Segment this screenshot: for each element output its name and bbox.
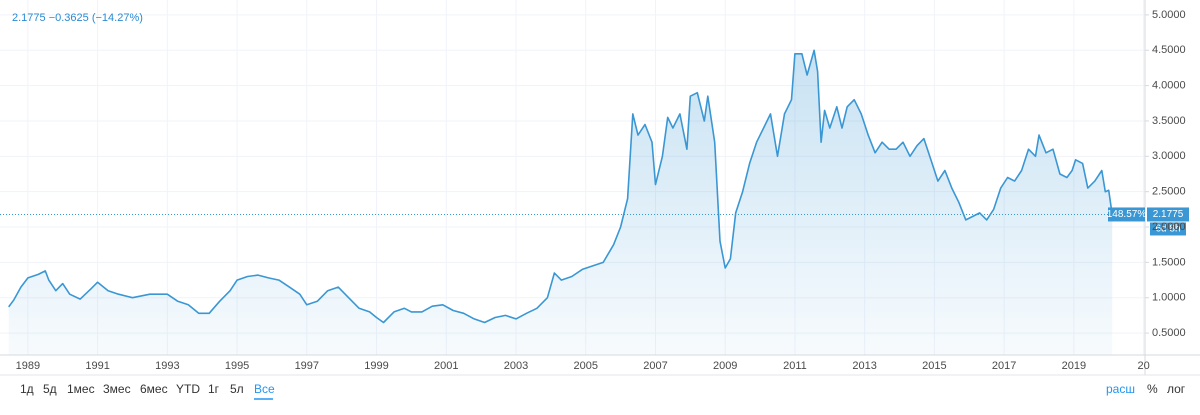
x-tick-label: 2009: [713, 360, 737, 372]
x-tick-label: 1989: [16, 360, 40, 372]
percent-tag: [1108, 207, 1145, 222]
y-tick-label: 2.5000: [1152, 186, 1186, 198]
range-button[interactable]: 1д: [20, 382, 34, 396]
x-tick-label: 2013: [852, 360, 876, 372]
range-button[interactable]: Все: [254, 382, 275, 396]
plot: [0, 49, 1145, 356]
price-line: [8, 49, 1113, 324]
range-button[interactable]: 1мес: [67, 382, 95, 396]
scale-button[interactable]: расш: [1106, 382, 1135, 396]
range-button[interactable]: YTD: [176, 382, 200, 396]
x-tick-label: 1999: [364, 360, 388, 372]
x-tick-label: 1995: [225, 360, 249, 372]
range-button[interactable]: 5д: [43, 382, 57, 396]
legend-text: 2.1775 −0.3625 (−14.27%): [12, 12, 143, 24]
x-tick-label: 2003: [504, 360, 528, 372]
x-tick-label: 1991: [85, 360, 109, 372]
x-tick-label: 20: [1137, 360, 1149, 372]
y-tick-label: 1.5000: [1152, 256, 1186, 268]
toolbar: 1д 5д 1мес 3мес 6мес YTD 1г 5л Все расш% лог: [20, 382, 1186, 400]
x-tick-label: 2011: [783, 360, 807, 372]
y-tick-label: 2.0000: [1152, 221, 1186, 233]
x-tick-label: 2015: [922, 360, 946, 372]
area-fill: [8, 50, 1113, 356]
x-tick-label: 2017: [992, 360, 1016, 372]
y-tick-label: 3.5000: [1152, 115, 1186, 127]
range-button[interactable]: 3мес: [103, 382, 131, 396]
x-tick-label: 1997: [295, 360, 319, 372]
y-tick-label: 3.0000: [1152, 150, 1186, 162]
x-tick-label: 1993: [155, 360, 179, 372]
range-button[interactable]: 5л: [230, 382, 244, 396]
y-tick-label: 4.0000: [1152, 80, 1186, 92]
price-tag: 148.57% 2.1775 6d 8h: [1107, 207, 1189, 236]
scale-button[interactable]: %: [1147, 382, 1158, 396]
x-tick-label: 2005: [573, 360, 597, 372]
range-button[interactable]: 6мес: [140, 382, 168, 396]
y-tick-label: 0.5000: [1152, 327, 1186, 339]
countdown-box: [1150, 222, 1186, 236]
y-tick-label: 1.0000: [1152, 292, 1186, 304]
y-tick-label: 4.5000: [1152, 44, 1186, 56]
y-tick-label: 5.0000: [1152, 9, 1186, 21]
price-tag-box: [1147, 207, 1189, 222]
x-tick-label: 2007: [643, 360, 667, 372]
x-tick-label: 2019: [1062, 360, 1086, 372]
x-tick-label: 2001: [434, 360, 458, 372]
price-label: 2.1775: [1153, 209, 1184, 220]
scale-button[interactable]: лог: [1167, 382, 1186, 396]
range-button[interactable]: 1г: [208, 382, 220, 396]
percent-label: 148.57%: [1107, 209, 1147, 220]
countdown-label: 6d 8h: [1155, 224, 1180, 235]
